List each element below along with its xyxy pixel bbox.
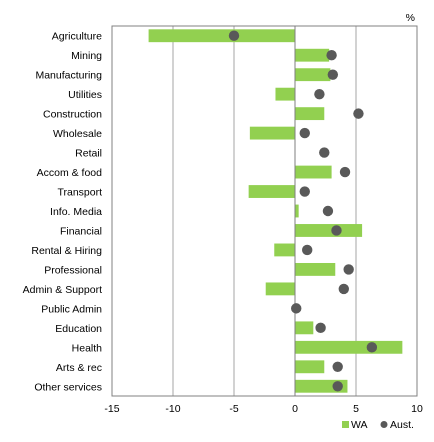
dot-aust xyxy=(314,88,325,100)
legend-swatch-wa xyxy=(342,421,349,428)
dot-aust xyxy=(353,108,364,119)
x-tick-label: -5 xyxy=(229,403,238,415)
dot-aust xyxy=(302,244,313,256)
dot-aust xyxy=(339,166,351,178)
bar-wa xyxy=(265,282,295,296)
dot-aust xyxy=(299,186,310,197)
dot-aust xyxy=(326,50,337,61)
category-label: Utilities xyxy=(68,89,102,101)
plot-area-border xyxy=(111,25,418,397)
dot-aust xyxy=(322,205,334,217)
wa-bars xyxy=(148,29,403,393)
dot-aust xyxy=(338,283,349,295)
dot-aust xyxy=(291,303,302,314)
category-label: Rental & Hiring xyxy=(31,245,102,257)
category-label: Agriculture xyxy=(52,31,102,43)
bar-wa xyxy=(295,68,331,82)
dot-aust xyxy=(332,381,343,392)
category-labels: Agriculture Mining Manufacturing Utilities C… xyxy=(23,31,103,394)
category-label: Accom & food xyxy=(37,167,103,179)
bar-wa xyxy=(295,360,325,374)
category-label: Wholesale xyxy=(53,128,102,140)
dot-aust xyxy=(331,225,342,236)
bar-wa xyxy=(295,321,314,335)
dot-aust xyxy=(343,264,354,275)
bar-wa xyxy=(295,165,332,179)
aust-dots xyxy=(228,30,378,392)
legend-label-aust: Aust. xyxy=(390,419,414,431)
bar-wa xyxy=(295,262,336,276)
bar-wa xyxy=(295,204,299,218)
category-label: Construction xyxy=(43,109,102,121)
dot-aust xyxy=(332,361,343,372)
category-label: Public Admin xyxy=(41,303,102,315)
category-label: Info. Media xyxy=(50,206,102,218)
unit-label: % xyxy=(406,12,415,24)
category-label: Retail xyxy=(75,148,102,160)
x-tick-label: -10 xyxy=(165,403,180,415)
dot-aust xyxy=(327,69,339,80)
category-label: Health xyxy=(72,342,103,354)
category-label: Mining xyxy=(71,50,102,62)
category-label: Transport xyxy=(57,187,102,199)
bar-wa xyxy=(295,340,403,354)
legend: WA Aust. xyxy=(342,419,414,431)
x-tick-label: 10 xyxy=(411,403,423,415)
category-label: Other services xyxy=(34,381,102,393)
bar-wa xyxy=(295,48,330,62)
category-label: Arts & rec xyxy=(56,362,102,374)
legend-label-wa: WA xyxy=(351,419,368,431)
dot-aust xyxy=(299,127,310,139)
category-label: Education xyxy=(55,323,102,335)
category-label: Admin & Support xyxy=(23,284,102,296)
x-tick-labels: -15 -10 -5 0 5 10 xyxy=(104,403,423,415)
dot-aust xyxy=(228,30,240,41)
category-label: Financial xyxy=(60,225,102,237)
dot-aust xyxy=(319,147,330,158)
bar-wa xyxy=(248,185,295,198)
legend-marker-aust xyxy=(380,421,388,428)
bar-wa xyxy=(274,243,295,257)
bar-wa xyxy=(249,126,295,140)
bar-wa xyxy=(148,29,295,43)
category-label: Professional xyxy=(44,264,102,276)
bar-wa xyxy=(275,87,295,101)
bar-wa xyxy=(295,107,325,121)
dot-aust xyxy=(315,322,326,334)
dot-aust xyxy=(366,342,378,353)
bar-wa xyxy=(295,224,363,237)
x-tick-label: 5 xyxy=(353,403,359,415)
x-tick-label: 0 xyxy=(292,403,298,415)
x-tick-label: -15 xyxy=(104,403,119,415)
category-label: Manufacturing xyxy=(35,70,102,82)
